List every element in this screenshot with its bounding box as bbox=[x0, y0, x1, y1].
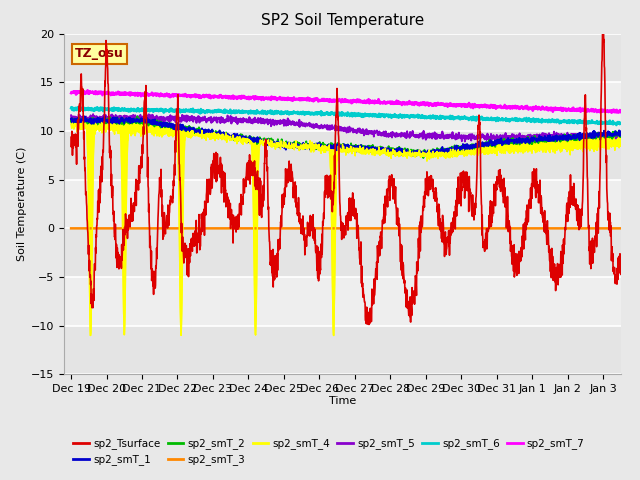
Bar bbox=[64, 228, 621, 277]
Bar bbox=[64, 180, 621, 228]
Bar bbox=[64, 277, 621, 326]
Bar bbox=[64, 326, 621, 374]
Bar bbox=[64, 131, 621, 180]
Bar bbox=[64, 82, 621, 131]
Y-axis label: Soil Temperature (C): Soil Temperature (C) bbox=[17, 147, 27, 261]
Text: TZ_osu: TZ_osu bbox=[75, 48, 124, 60]
Title: SP2 Soil Temperature: SP2 Soil Temperature bbox=[260, 13, 424, 28]
X-axis label: Time: Time bbox=[329, 396, 356, 406]
Bar bbox=[64, 34, 621, 82]
Legend: sp2_Tsurface, sp2_smT_1, sp2_smT_2, sp2_smT_3, sp2_smT_4, sp2_smT_5, sp2_smT_6, : sp2_Tsurface, sp2_smT_1, sp2_smT_2, sp2_… bbox=[69, 434, 589, 469]
